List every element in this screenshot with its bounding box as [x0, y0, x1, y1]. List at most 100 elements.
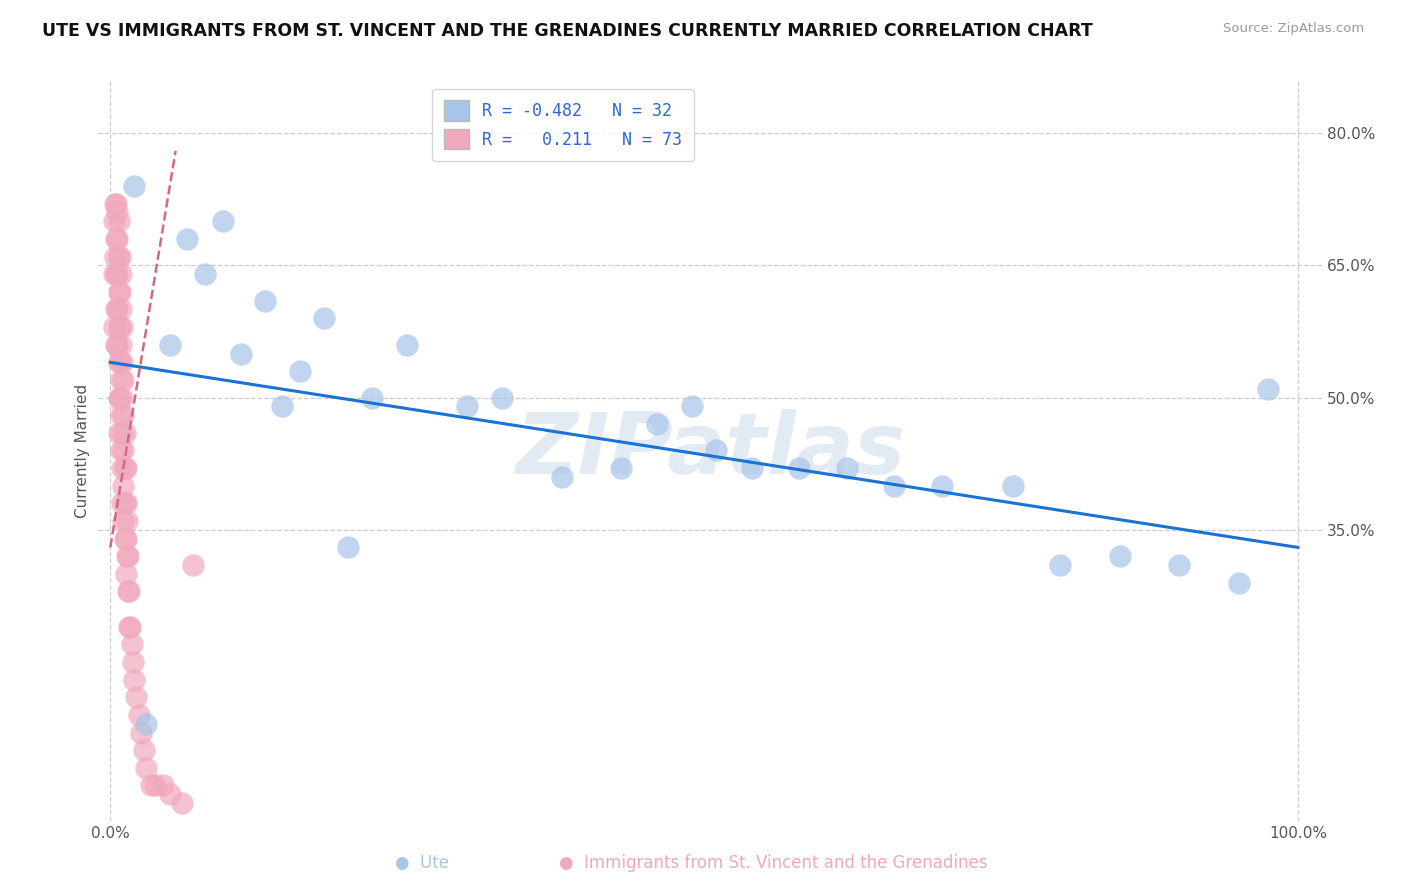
Point — [176, 232, 198, 246]
Point — [115, 514, 138, 528]
Y-axis label: Currently Married: Currently Married — [75, 384, 90, 517]
Point — [115, 549, 138, 564]
Point — [741, 461, 763, 475]
Point — [114, 425, 136, 440]
Point — [107, 205, 129, 219]
Text: ●  Ute: ● Ute — [395, 855, 449, 872]
Text: ZIPatlas: ZIPatlas — [515, 409, 905, 492]
Point — [645, 417, 668, 431]
Point — [787, 461, 810, 475]
Point — [117, 549, 139, 564]
Point — [114, 461, 136, 475]
Point — [111, 320, 134, 334]
Point — [1168, 558, 1191, 572]
Point — [135, 716, 157, 731]
Point — [1001, 479, 1024, 493]
Point — [111, 391, 134, 405]
Point — [118, 584, 141, 599]
Point — [135, 761, 157, 775]
Point — [170, 796, 193, 810]
Point — [114, 532, 136, 546]
Point — [108, 355, 131, 369]
Point — [931, 479, 953, 493]
Point — [108, 391, 131, 405]
Point — [107, 267, 129, 281]
Point — [105, 267, 128, 281]
Point — [610, 461, 633, 475]
Point — [111, 425, 134, 440]
Point — [114, 496, 136, 510]
Point — [145, 778, 167, 792]
Point — [105, 337, 128, 351]
Point — [396, 337, 419, 351]
Legend: R = -0.482   N = 32, R =   0.211   N = 73: R = -0.482 N = 32, R = 0.211 N = 73 — [433, 88, 695, 161]
Point — [112, 408, 135, 422]
Point — [112, 514, 135, 528]
Point — [312, 311, 335, 326]
Point — [105, 302, 128, 317]
Point — [159, 787, 181, 801]
Point — [110, 337, 132, 351]
Point — [114, 532, 136, 546]
Point — [229, 346, 252, 360]
Point — [835, 461, 858, 475]
Text: Source: ZipAtlas.com: Source: ZipAtlas.com — [1223, 22, 1364, 36]
Point — [1227, 575, 1250, 590]
Point — [108, 285, 131, 299]
Point — [128, 707, 150, 722]
Point — [110, 302, 132, 317]
Point — [121, 655, 143, 669]
Point — [360, 391, 382, 405]
Point — [111, 355, 134, 369]
Point — [105, 196, 128, 211]
Point — [114, 461, 136, 475]
Point — [183, 558, 205, 572]
Point — [125, 690, 148, 705]
Point — [336, 541, 359, 555]
Point — [107, 250, 129, 264]
Text: ●  Immigrants from St. Vincent and the Grenadines: ● Immigrants from St. Vincent and the Gr… — [560, 855, 987, 872]
Point — [883, 479, 905, 493]
Point — [110, 408, 132, 422]
Point — [107, 425, 129, 440]
Point — [1108, 549, 1130, 564]
Point — [118, 620, 141, 634]
Point — [108, 320, 131, 334]
Point — [122, 673, 145, 687]
Point — [103, 320, 125, 334]
Point — [107, 337, 129, 351]
Point — [1257, 382, 1279, 396]
Point — [110, 443, 132, 458]
Point — [110, 373, 132, 387]
Point — [108, 250, 131, 264]
Point — [107, 285, 129, 299]
Point — [114, 496, 136, 510]
Point — [107, 232, 129, 246]
Point — [114, 566, 136, 581]
Point — [704, 443, 727, 458]
Point — [111, 461, 134, 475]
Point — [212, 214, 235, 228]
Point — [129, 725, 152, 739]
Point — [103, 267, 125, 281]
Point — [139, 778, 162, 792]
Point — [194, 267, 217, 281]
Point — [491, 391, 513, 405]
Point — [105, 232, 128, 246]
Point — [112, 479, 135, 493]
Point — [159, 337, 181, 351]
Point — [120, 620, 142, 634]
Point — [103, 214, 125, 228]
Point — [112, 373, 135, 387]
Point — [121, 637, 143, 651]
Point — [132, 743, 155, 757]
Point — [122, 179, 145, 194]
Point — [1049, 558, 1071, 572]
Point — [253, 293, 276, 308]
Point — [104, 250, 127, 264]
Point — [271, 400, 294, 414]
Point — [104, 196, 127, 211]
Point — [456, 400, 478, 414]
Text: UTE VS IMMIGRANTS FROM ST. VINCENT AND THE GRENADINES CURRENTLY MARRIED CORRELAT: UTE VS IMMIGRANTS FROM ST. VINCENT AND T… — [42, 22, 1092, 40]
Point — [112, 443, 135, 458]
